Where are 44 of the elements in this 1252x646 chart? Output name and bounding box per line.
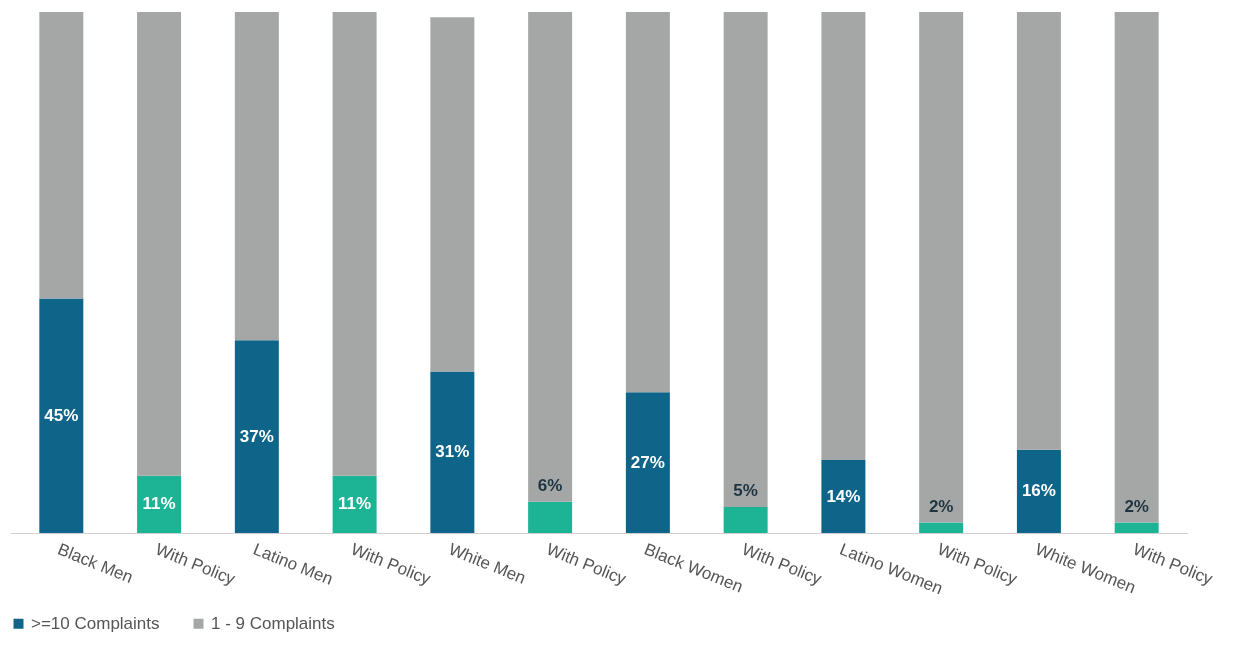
bar <box>137 12 182 476</box>
bar <box>1114 522 1159 533</box>
data-label: 45% <box>44 405 79 425</box>
bar <box>1016 12 1061 450</box>
bar <box>723 506 768 533</box>
data-label: 11% <box>338 494 372 514</box>
x-tick-label: Black Men <box>54 539 136 587</box>
legend-label: 1 - 9 Complaints <box>211 613 335 633</box>
x-tick-label: Latino Men <box>250 539 336 589</box>
bar <box>919 12 964 523</box>
data-label: 14% <box>826 486 861 506</box>
data-label: 2% <box>928 496 954 516</box>
bar <box>39 12 84 299</box>
bar <box>528 501 573 533</box>
bar <box>332 475 377 533</box>
bar <box>625 392 670 533</box>
bar <box>528 12 573 502</box>
bar <box>430 371 475 533</box>
x-tick-label: With Policy <box>348 539 434 589</box>
data-label: 11% <box>142 494 176 514</box>
bar <box>234 12 279 341</box>
data-label: 16% <box>1021 481 1056 501</box>
bar <box>137 475 182 533</box>
data-label: 2% <box>1124 496 1149 516</box>
bar <box>234 340 279 533</box>
x-tick-label: With Policy <box>543 539 630 589</box>
bar <box>919 522 964 533</box>
bar <box>332 12 377 476</box>
bar <box>723 12 768 507</box>
bar <box>625 12 670 393</box>
bar <box>430 17 475 372</box>
data-label: 27% <box>630 452 665 472</box>
x-tick-label: With Policy <box>152 539 239 589</box>
legend-label: >=10 Complaints <box>31 613 160 633</box>
bar <box>821 12 866 461</box>
data-label: 31% <box>435 442 470 462</box>
data-label: 6% <box>537 476 563 496</box>
x-tick-label: White Men <box>445 539 529 588</box>
bar <box>1114 12 1159 523</box>
data-label: 37% <box>239 426 274 446</box>
bar <box>1016 449 1061 533</box>
bar <box>821 460 866 533</box>
data-label: 5% <box>733 481 758 501</box>
bar <box>39 298 84 533</box>
